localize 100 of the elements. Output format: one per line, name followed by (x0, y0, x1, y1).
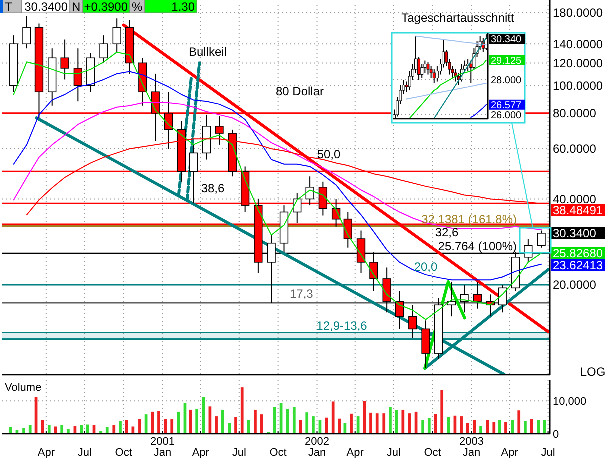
data-label: 26.577 (491, 100, 522, 112)
bar (363, 401, 366, 434)
text: 30.340 (491, 34, 522, 46)
bar (504, 422, 508, 434)
bar (158, 411, 160, 434)
bar (177, 412, 180, 434)
ref-line-label: 25.764 (100%) (438, 240, 517, 254)
bar (106, 427, 109, 434)
chart-title: Volume (5, 382, 42, 394)
bar (480, 426, 482, 434)
candlestick (537, 230, 546, 248)
ref-line-label: 32.1381 (161.8%) (422, 212, 517, 226)
bar (215, 416, 218, 434)
candlestick (22, 16, 32, 50)
bar (28, 425, 32, 434)
bar (422, 420, 424, 434)
bar (332, 402, 335, 434)
line-series (409, 60, 487, 119)
y-tick-label: 100.0000 (553, 78, 604, 93)
bar (518, 410, 521, 434)
data-label: 25.82680 (553, 246, 604, 261)
bar (350, 414, 353, 434)
bar (170, 420, 174, 434)
bar (312, 416, 315, 434)
candlestick (395, 290, 404, 330)
x-tick-label: Apr (38, 447, 56, 458)
bar (447, 417, 450, 434)
bar (196, 408, 199, 434)
bar (389, 407, 392, 434)
x-tick-label: 2003 Jan (459, 436, 484, 458)
y-tick-label: 120.0000 (553, 56, 604, 70)
bar (9, 427, 12, 434)
bar (402, 410, 405, 434)
x-tick-label: 2001 Jan (150, 436, 176, 458)
bar (466, 423, 470, 434)
text: LOG (580, 365, 606, 379)
ref-line-label: 80 Dollar (276, 84, 324, 98)
x-tick-label: Jul (541, 447, 556, 458)
bar (260, 414, 264, 434)
line-series (434, 38, 487, 119)
bar (48, 425, 51, 434)
x-tick-label: 2002 Jan (305, 436, 330, 458)
candlestick (60, 39, 70, 80)
annotation: Bullkeil (188, 45, 228, 59)
bar (202, 397, 206, 434)
bar (325, 418, 328, 434)
x-tick-label: Jul (78, 447, 92, 458)
candlestick (112, 18, 122, 54)
y-tick-label: 0 (553, 428, 560, 441)
x-tick-label: Apr (192, 447, 210, 458)
bar (119, 421, 122, 434)
candlestick (100, 35, 108, 64)
bar (537, 420, 540, 434)
line-series (470, 104, 487, 118)
y-tick-label: 28.000 (491, 76, 522, 87)
y-tick-label: 60.0000 (553, 142, 597, 156)
bar (408, 414, 412, 434)
bar (67, 429, 70, 434)
bar (473, 420, 476, 434)
bar (151, 412, 154, 434)
ref-line-label: 38,6 (201, 182, 225, 196)
bar (234, 417, 238, 434)
chart-title: Tageschartausschnitt (402, 11, 516, 25)
candlestick (382, 267, 392, 314)
bar (524, 421, 527, 434)
y-tick-label: 26.000 (491, 110, 522, 122)
bar (112, 425, 116, 434)
y-tick-label: 180.0000 (553, 6, 604, 20)
bar (221, 410, 224, 434)
annotation: N (72, 0, 81, 14)
bar (41, 420, 44, 434)
candlestick (426, 62, 430, 76)
bar (80, 425, 83, 434)
bar (460, 416, 463, 434)
x-tick-label: Jul (232, 447, 246, 458)
bar (498, 420, 502, 434)
x-tick-label: Jul (386, 447, 401, 458)
band-label: 12,9-13,6 (316, 318, 368, 333)
ref-line-label: 17,3 (290, 286, 314, 301)
ref-line-label: 20,0 (414, 260, 438, 274)
annotation: T (5, 0, 13, 14)
bar (428, 418, 431, 434)
bar (306, 412, 309, 434)
candlestick (408, 304, 418, 339)
annotation: % (132, 0, 143, 14)
candlestick (432, 69, 436, 84)
bar (440, 390, 444, 434)
y-tick-label: 140.0000 (553, 37, 604, 52)
candlestick (457, 72, 460, 86)
y-tick-label: 80.0000 (553, 106, 597, 121)
bar (86, 424, 90, 434)
x-tick-label: Oct (270, 447, 287, 458)
bar (254, 410, 257, 434)
bar (138, 419, 142, 434)
text: 30.3400 (553, 226, 596, 241)
data-label: 38.48491 (553, 203, 604, 218)
bar (492, 422, 496, 434)
candlestick (189, 144, 198, 204)
candlestick (447, 281, 456, 318)
line-series (406, 83, 487, 100)
